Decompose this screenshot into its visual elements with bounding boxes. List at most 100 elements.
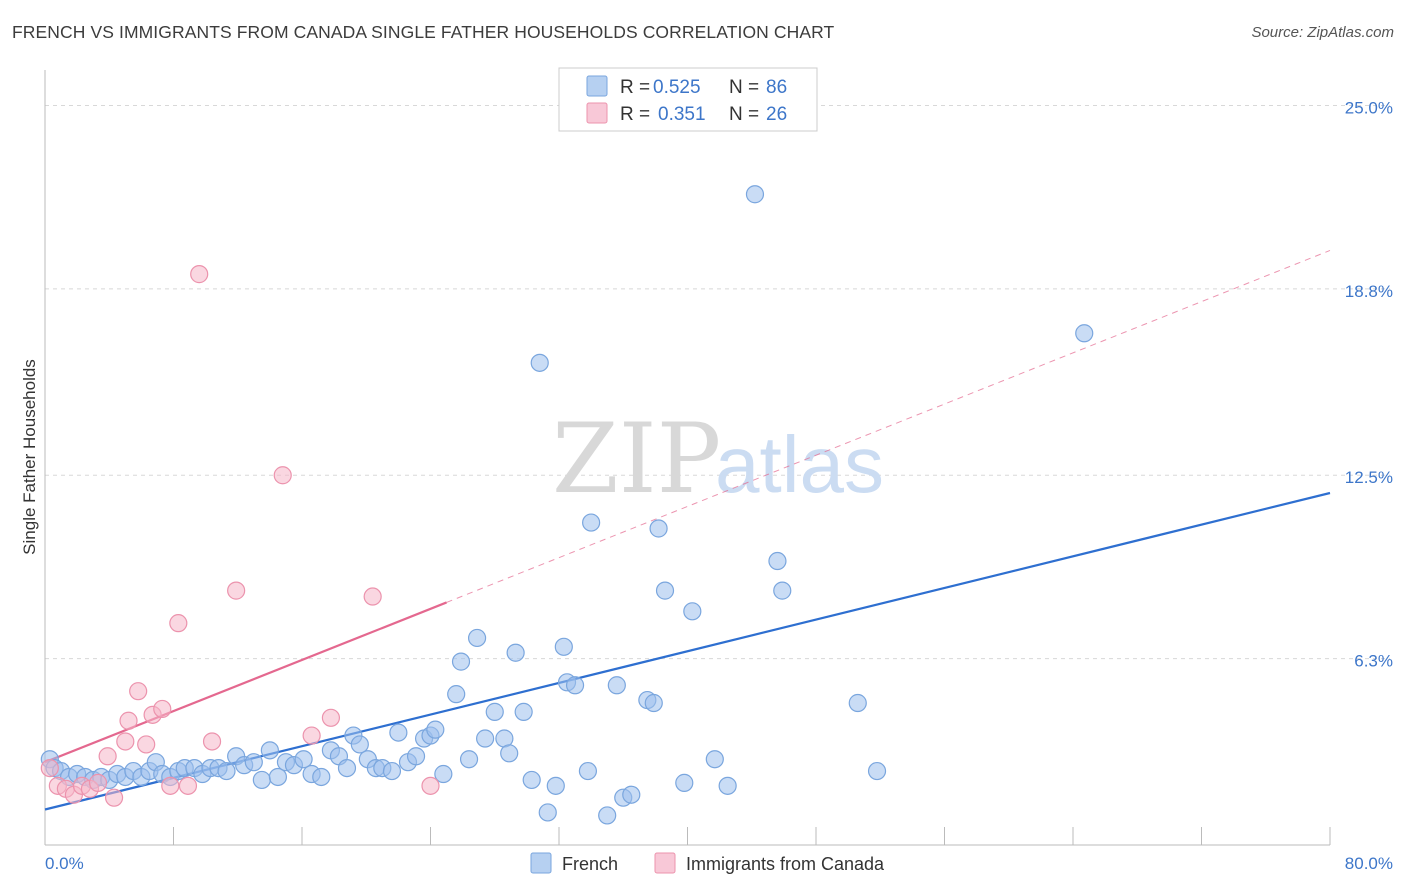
french-point — [476, 729, 495, 748]
french-point — [406, 747, 426, 766]
french-point — [773, 581, 792, 600]
french-point — [244, 753, 263, 772]
french-point — [649, 519, 668, 538]
french-point — [578, 761, 598, 781]
top-legend: R = 0.525 N = 86 R = 0.351 N = 26 — [558, 67, 818, 132]
canada-point — [116, 732, 135, 751]
bottom-legend: French Immigrants from Canada — [530, 852, 885, 874]
french-point — [350, 735, 369, 754]
watermark-atlas: atlas — [715, 420, 884, 509]
french-point — [644, 693, 663, 713]
legend-swatch-canada — [586, 102, 608, 124]
french-point — [867, 761, 887, 781]
canada-trend-line — [44, 601, 447, 764]
watermark-zip: ZIP — [552, 403, 721, 515]
watermark: ZIP atlas — [552, 403, 884, 515]
french-point — [447, 685, 466, 704]
axes — [44, 70, 1331, 846]
french-point — [217, 761, 236, 781]
french-point — [485, 702, 504, 721]
canada-point — [169, 614, 188, 633]
canada-point — [421, 776, 440, 795]
french-point — [268, 767, 288, 787]
canada-point — [119, 711, 138, 730]
french-point — [675, 773, 694, 792]
legend-r-label-french: R = — [620, 77, 650, 98]
canada-point — [190, 265, 209, 284]
bottom-legend-label-french: French — [562, 854, 618, 874]
french-point — [389, 723, 408, 742]
bottom-legend-swatch-french — [530, 852, 552, 874]
french-point — [683, 602, 702, 621]
x-tick-label: 80.0% — [1345, 854, 1393, 873]
canada-point — [98, 747, 117, 766]
legend-r-value-canada: 0.351 — [658, 104, 706, 125]
bottom-legend-swatch-canada — [654, 852, 676, 874]
french-point — [434, 764, 453, 784]
canada-point — [178, 776, 198, 795]
french-point — [252, 770, 271, 790]
french-point — [705, 750, 724, 769]
canada-trend-line — [446, 249, 1331, 603]
canada-point — [137, 735, 156, 754]
french-point — [745, 185, 765, 204]
y-axis-label: Single Father Households — [20, 359, 39, 555]
french-point — [459, 750, 479, 769]
grid-lines — [45, 104, 1390, 660]
legend-n-value-canada: 26 — [766, 104, 787, 125]
canada-point — [161, 776, 180, 795]
canada-point — [104, 788, 124, 807]
x-tick-label: 0.0% — [45, 854, 84, 873]
canada-point — [363, 587, 382, 606]
y-tick-label: 25.0% — [1345, 98, 1393, 117]
canada-point — [227, 581, 246, 600]
french-point — [768, 551, 787, 571]
canada-point — [129, 682, 148, 701]
french-point — [848, 693, 867, 713]
french-point — [312, 767, 331, 787]
french-point — [582, 513, 601, 532]
chart-title: FRENCH VS IMMIGRANTS FROM CANADA SINGLE … — [12, 22, 835, 42]
bottom-legend-label-canada: Immigrants from Canada — [686, 854, 885, 874]
legend-r-label-canada: R = — [620, 104, 650, 125]
legend-swatch-french — [586, 75, 608, 97]
canada-point — [273, 466, 292, 485]
canada-point — [40, 758, 59, 778]
trend-lines — [44, 249, 1331, 811]
legend-r-value-french: 0.525 — [653, 77, 701, 98]
french-point — [426, 720, 445, 739]
french-point — [522, 770, 541, 790]
french-point — [538, 803, 557, 822]
canada-point — [88, 773, 108, 792]
french-point — [655, 581, 675, 600]
french-point — [530, 353, 549, 372]
french-point — [718, 776, 737, 795]
canada-point — [202, 732, 222, 751]
canada-point — [302, 726, 321, 745]
data-points — [40, 185, 1094, 825]
y-tick-label: 18.8% — [1345, 282, 1393, 301]
french-point — [451, 652, 471, 671]
french-point — [467, 628, 487, 648]
y-tick-label: 12.5% — [1345, 468, 1393, 487]
canada-point — [153, 699, 172, 719]
legend-n-label-french: N = — [729, 77, 759, 98]
legend-n-value-french: 86 — [766, 77, 787, 98]
french-point — [565, 676, 585, 695]
french-point — [546, 776, 565, 795]
french-point — [506, 643, 525, 662]
french-point — [260, 741, 279, 760]
french-point — [514, 702, 533, 721]
french-point — [1075, 324, 1094, 343]
legend-n-label-canada: N = — [729, 104, 759, 125]
chart-source: Source: ZipAtlas.com — [1251, 24, 1394, 41]
french-point — [598, 806, 617, 825]
y-tick-label: 6.3% — [1354, 652, 1393, 671]
french-point — [554, 637, 573, 656]
french-point — [337, 758, 357, 778]
french-point — [382, 761, 402, 781]
french-point — [500, 744, 519, 763]
french-point — [622, 785, 641, 804]
canada-point — [321, 708, 341, 727]
